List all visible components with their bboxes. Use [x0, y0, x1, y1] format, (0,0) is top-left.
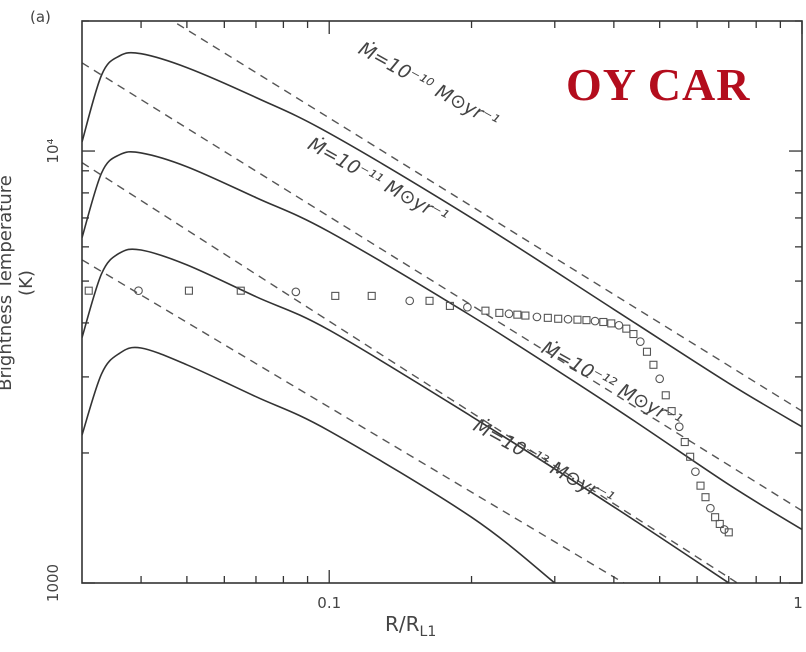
chart-title: OY CAR [566, 58, 750, 111]
data-point [702, 494, 709, 501]
y-tick-label: 1000 [44, 564, 62, 602]
data-point [681, 439, 688, 446]
y-tick-label: 10⁴ [44, 138, 62, 163]
data-point [656, 375, 664, 383]
data-point [608, 320, 615, 327]
curve-label: Ṁ=10⁻¹⁰ M⊙yr⁻¹ [355, 37, 503, 133]
data-point [496, 309, 503, 316]
data-point [650, 361, 657, 368]
data-point [544, 314, 551, 321]
data-point [591, 317, 599, 325]
data-point [574, 316, 581, 323]
data-point [564, 315, 572, 323]
data-point [692, 468, 700, 476]
data-point [514, 311, 521, 318]
data-point [332, 292, 339, 299]
data-point [600, 318, 607, 325]
data-point [426, 297, 433, 304]
data-point [368, 292, 375, 299]
y-axis-label: Brightness Temperature (K) [0, 163, 37, 403]
model-curves [82, 53, 802, 583]
data-point [721, 526, 729, 534]
data-point [697, 482, 704, 489]
data-point [464, 303, 472, 311]
data-point [292, 288, 300, 296]
data-point [615, 321, 623, 329]
data-point [85, 287, 92, 294]
x-tick-label: 0.1 [317, 594, 341, 612]
observed-points [85, 287, 732, 536]
data-point [522, 312, 529, 319]
data-point [135, 287, 143, 295]
x-tick-label: 1 [793, 594, 803, 612]
model-curve-3 [82, 249, 729, 583]
data-point [623, 325, 630, 332]
data-point [662, 392, 669, 399]
data-point [482, 307, 489, 314]
asymptote-line-4 [82, 260, 624, 583]
curve-label: Ṁ=10⁻¹² M⊙yr⁻¹ [538, 336, 686, 432]
data-point [643, 348, 650, 355]
data-point [637, 338, 645, 346]
curve-label: Ṁ=10⁻¹³ M⊙yr⁻¹ [470, 414, 618, 510]
data-point [505, 310, 513, 318]
data-point [707, 504, 715, 512]
asymptote-line-3 [82, 163, 737, 583]
data-point [406, 297, 414, 305]
data-point [555, 315, 562, 322]
panel-label: (a) [30, 8, 51, 26]
data-point [630, 331, 637, 338]
model-curve-4 [82, 347, 555, 583]
data-point [185, 287, 192, 294]
data-point [583, 317, 590, 324]
data-point [712, 514, 719, 521]
data-point [533, 313, 541, 321]
x-axis-label: R/RL1 [385, 612, 436, 640]
